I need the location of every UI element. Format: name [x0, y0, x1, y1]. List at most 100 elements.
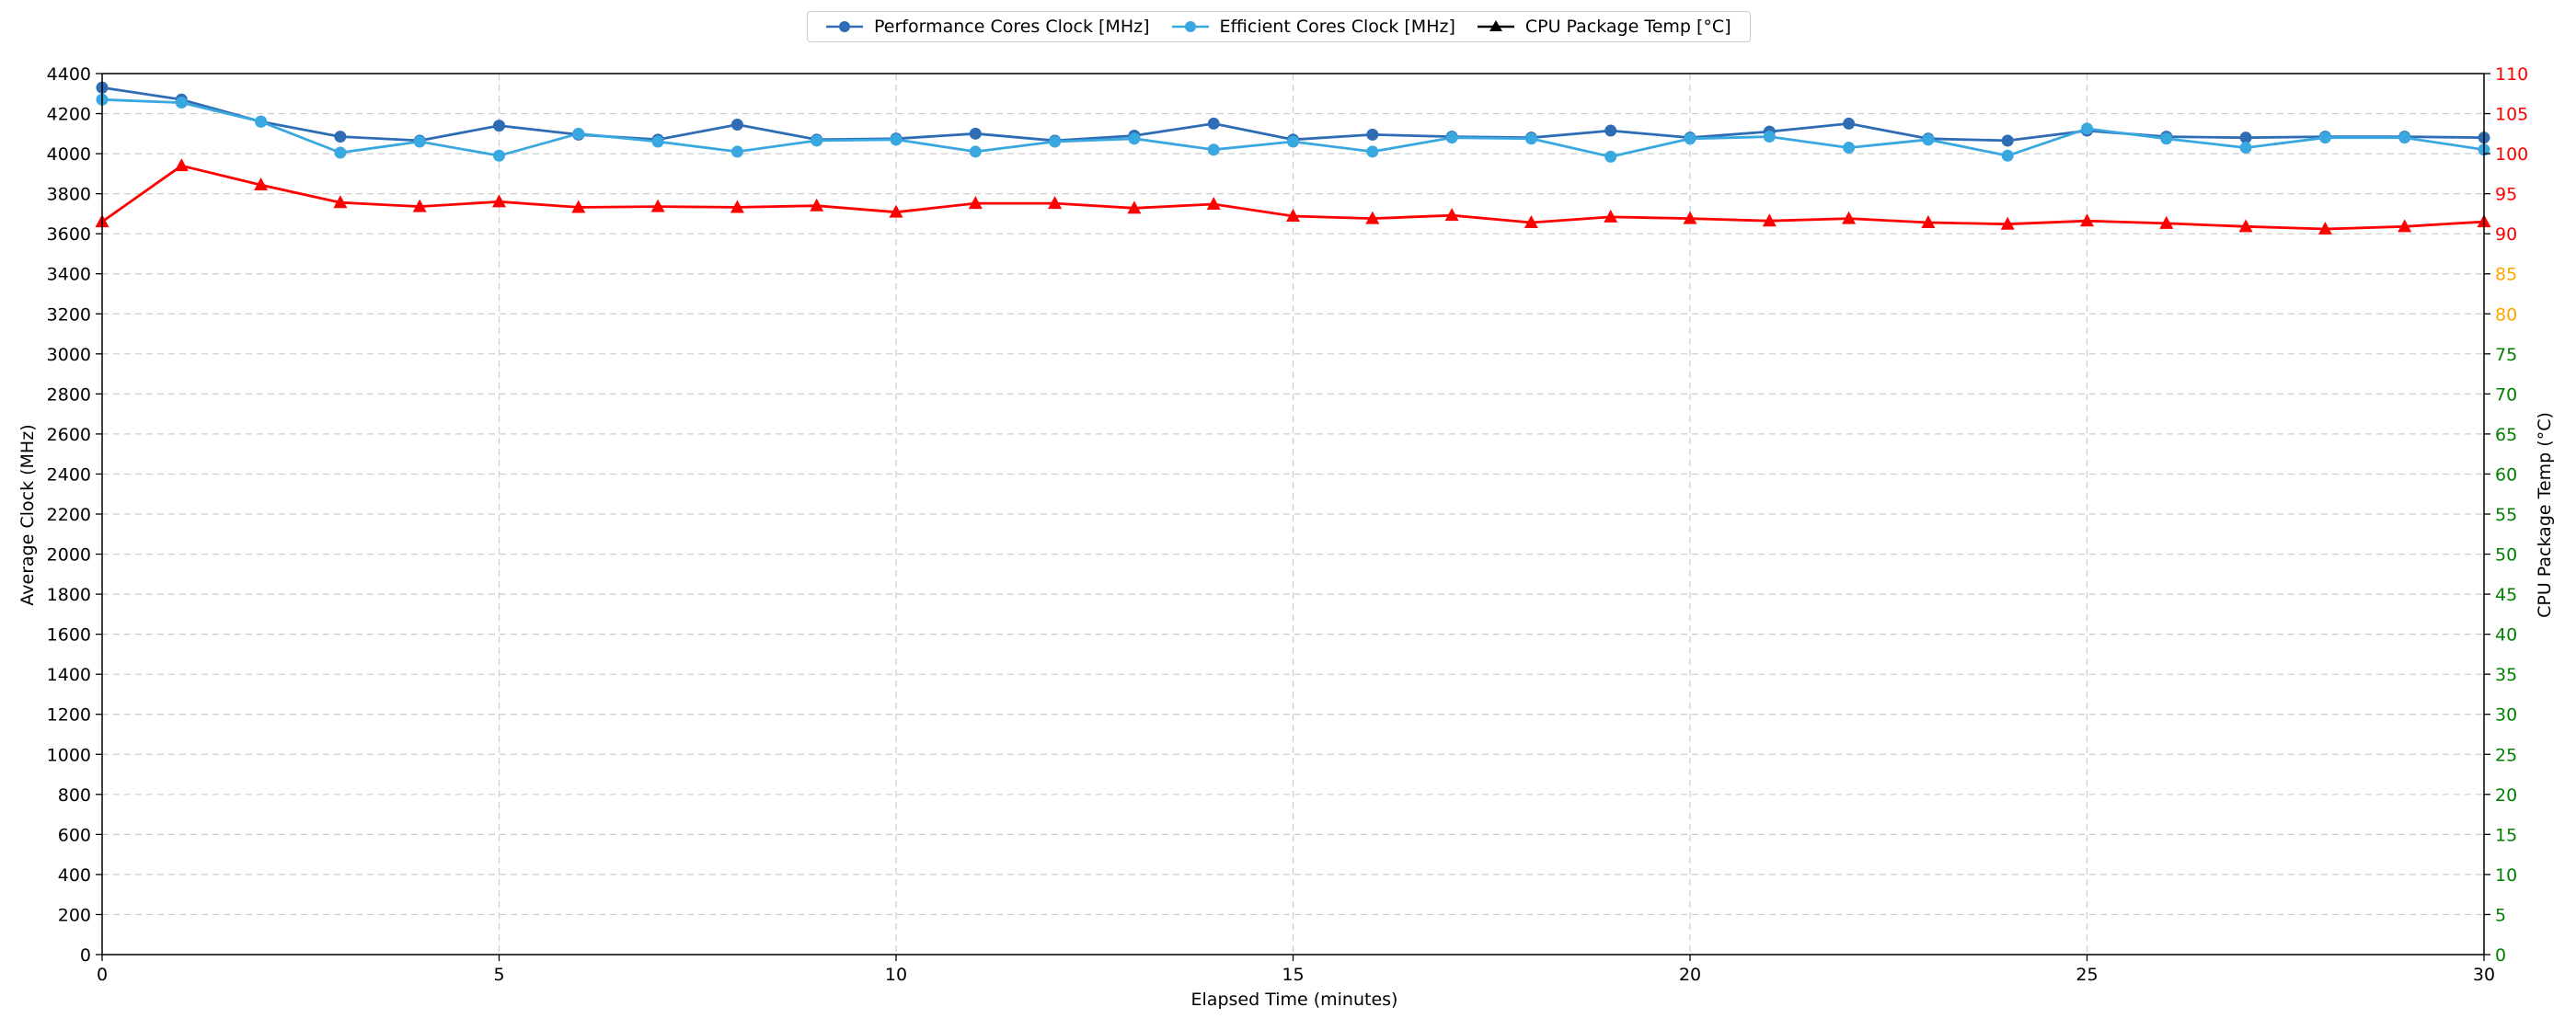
data-point-1: [493, 149, 505, 162]
legend-label-temp: CPU Package Temp [°C]: [1524, 17, 1731, 37]
data-point-1: [2398, 132, 2411, 144]
y2-tick-label: 70: [2495, 384, 2517, 405]
y2-tick-label: 95: [2495, 185, 2517, 205]
y2-tick-label: 0: [2495, 945, 2506, 966]
legend-line-triangle-icon: [1477, 20, 1514, 31]
data-point-1: [1604, 150, 1617, 163]
y-tick-label: 3800: [47, 185, 91, 205]
data-point-1: [1684, 132, 1696, 145]
data-point-temp: [174, 158, 189, 172]
data-point-1: [255, 115, 268, 128]
y-tick-label: 600: [58, 825, 91, 845]
data-point-1: [1763, 131, 1776, 143]
data-point-temp: [2159, 215, 2174, 229]
y2-tick-label: 40: [2495, 625, 2517, 646]
data-point-1: [1524, 132, 1537, 145]
y-tick-label: 2400: [47, 464, 91, 485]
y2-tick-label: 65: [2495, 425, 2517, 445]
data-point-0: [2001, 134, 2014, 147]
x-tick-label: 25: [2076, 965, 2098, 985]
y2-tick-label: 50: [2495, 545, 2517, 566]
y-axis-label: Average Clock (MHz): [17, 424, 38, 605]
data-point-1: [2001, 149, 2014, 162]
y2-tick-label: 105: [2495, 105, 2528, 125]
data-point-0: [969, 127, 982, 140]
data-point-temp: [1365, 211, 1380, 224]
x-tick-label: 15: [1282, 965, 1304, 985]
y-tick-label: 2800: [47, 384, 91, 405]
data-point-temp: [2317, 221, 2332, 235]
data-point-temp: [412, 199, 427, 212]
y-tick-label: 3600: [47, 224, 91, 245]
y2-tick-label: 25: [2495, 745, 2517, 765]
y2-tick-label: 20: [2495, 785, 2517, 806]
data-point-0: [493, 120, 505, 132]
data-point-temp: [571, 200, 586, 213]
data-point-1: [969, 145, 982, 158]
y-tick-label: 1600: [47, 625, 91, 646]
data-point-temp: [1762, 213, 1777, 227]
data-point-1: [811, 134, 823, 147]
y-tick-label: 200: [58, 905, 91, 925]
labels-layer: Elapsed Time (minutes) Average Clock (MH…: [17, 412, 2555, 1010]
data-point-0: [1604, 124, 1617, 137]
y-tick-label: 4000: [47, 144, 91, 165]
data-point-temp: [968, 196, 983, 210]
data-point-1: [1843, 142, 1856, 154]
y-tick-label: 2000: [47, 545, 91, 566]
y2-tick-label: 15: [2495, 825, 2517, 845]
data-point-1: [413, 135, 426, 148]
y2-tick-label: 80: [2495, 304, 2517, 325]
y-tick-label: 4400: [47, 64, 91, 85]
y2-tick-label: 60: [2495, 464, 2517, 485]
y-tick-label: 2600: [47, 425, 91, 445]
y2-axis-label: CPU Package Temp (°C): [2535, 412, 2555, 618]
legend-item-performance: Performance Cores Clock [MHz]: [826, 17, 1150, 37]
y2-tick-label: 5: [2495, 905, 2506, 925]
y-tick-label: 1000: [47, 745, 91, 765]
legend: Performance Cores Clock [MHz] Efficient …: [807, 11, 1751, 42]
axes-layer: 0 5 10 15 20 25 300200400600800100012001400160…: [47, 64, 2529, 985]
data-point-1: [1445, 132, 1458, 144]
x-tick-label: 30: [2473, 965, 2495, 985]
legend-label-performance: Performance Cores Clock [MHz]: [874, 17, 1150, 37]
data-point-temp: [1842, 211, 1857, 224]
legend-item-efficient: Efficient Cores Clock [MHz]: [1171, 17, 1455, 37]
data-point-1: [1366, 145, 1379, 158]
y2-tick-label: 75: [2495, 345, 2517, 365]
data-point-0: [334, 131, 347, 143]
y2-tick-label: 30: [2495, 705, 2517, 726]
y-tick-label: 3200: [47, 304, 91, 325]
y2-tick-label: 100: [2495, 144, 2528, 165]
y-tick-label: 3000: [47, 345, 91, 365]
x-tick-label: 0: [97, 965, 108, 985]
data-point-temp: [2398, 219, 2412, 233]
y2-tick-label: 35: [2495, 665, 2517, 685]
y-tick-label: 3400: [47, 265, 91, 285]
data-point-1: [572, 127, 585, 140]
data-point-temp: [1444, 208, 1459, 222]
data-point-0: [730, 119, 743, 132]
data-point-0: [1843, 117, 1856, 130]
y2-tick-label: 90: [2495, 224, 2517, 245]
data-point-temp: [1683, 211, 1697, 224]
data-point-temp: [2000, 216, 2015, 230]
data-point-1: [175, 97, 188, 109]
y2-tick-label: 85: [2495, 265, 2517, 285]
data-point-1: [1922, 133, 1935, 146]
data-point-1: [651, 135, 664, 148]
legend-label-efficient: Efficient Cores Clock [MHz]: [1219, 17, 1455, 37]
data-point-1: [1207, 143, 1220, 156]
data-point-0: [1207, 117, 1220, 130]
legend-item-temp: CPU Package Temp [°C]: [1477, 17, 1731, 37]
data-point-0: [1366, 128, 1379, 141]
x-tick-label: 10: [885, 965, 907, 985]
data-point-temp: [650, 199, 665, 212]
data-point-temp: [1206, 196, 1221, 210]
data-point-temp: [1921, 214, 1936, 228]
y-tick-label: 2200: [47, 505, 91, 525]
data-point-1: [1287, 135, 1299, 148]
data-point-1: [1049, 135, 1062, 148]
y2-tick-label: 10: [2495, 865, 2517, 886]
x-axis-label: Elapsed Time (minutes): [1191, 990, 1398, 1010]
